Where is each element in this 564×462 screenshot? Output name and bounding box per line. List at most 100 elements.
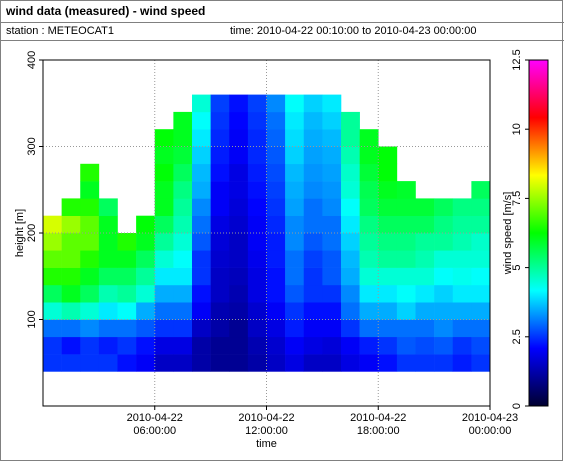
cell <box>303 233 323 251</box>
cell <box>192 111 211 130</box>
cell <box>266 129 286 147</box>
cell <box>341 215 360 234</box>
cell <box>247 302 267 320</box>
cell <box>80 267 100 286</box>
cell <box>247 319 267 338</box>
cell <box>247 146 267 165</box>
cell <box>359 336 379 355</box>
cell <box>303 129 323 147</box>
cell <box>471 302 491 320</box>
cell <box>378 319 398 338</box>
cell <box>173 129 193 147</box>
cell <box>210 215 230 234</box>
cell <box>80 233 100 251</box>
cell <box>229 129 249 147</box>
cell <box>247 267 267 286</box>
cell <box>378 198 398 216</box>
cell <box>229 94 249 113</box>
cell <box>247 336 267 355</box>
cell <box>173 336 193 355</box>
cell <box>415 267 435 286</box>
cell <box>452 319 472 338</box>
cell <box>322 319 342 338</box>
cell <box>192 163 211 182</box>
cell <box>359 146 379 165</box>
cell <box>61 267 81 286</box>
cell <box>322 146 342 165</box>
cell <box>43 215 62 234</box>
y-tick-label: 200 <box>26 224 38 242</box>
cell <box>192 336 211 355</box>
cell <box>136 250 156 268</box>
cell <box>210 198 230 216</box>
cell <box>229 111 249 130</box>
cell <box>396 284 416 303</box>
cell <box>452 284 472 303</box>
cell <box>136 354 156 372</box>
y-tick-label: 400 <box>26 51 38 69</box>
cell <box>80 163 100 182</box>
cell <box>247 163 267 182</box>
cell <box>61 319 81 338</box>
cell <box>285 233 305 251</box>
cell <box>471 336 491 355</box>
cell <box>452 250 472 268</box>
cell <box>98 354 118 372</box>
cell <box>192 354 211 372</box>
cell <box>154 129 174 147</box>
cell <box>210 111 230 130</box>
cell <box>285 267 305 286</box>
cell <box>452 302 472 320</box>
cell <box>192 267 211 286</box>
cell <box>471 267 491 286</box>
cell <box>61 302 81 320</box>
cell <box>452 267 472 286</box>
cell <box>154 146 174 165</box>
cell <box>229 250 249 268</box>
cell <box>154 198 174 216</box>
cell <box>359 181 379 199</box>
cell <box>303 319 323 338</box>
cell <box>434 319 454 338</box>
cell <box>434 233 454 251</box>
cell <box>322 111 342 130</box>
cell <box>303 163 323 182</box>
x-axis-label: time <box>256 438 277 450</box>
cell <box>192 233 211 251</box>
cell <box>210 146 230 165</box>
cell <box>266 354 286 372</box>
cell <box>266 94 286 113</box>
cell <box>378 233 398 251</box>
cell <box>117 336 137 355</box>
colorbar-tick-label: 10 <box>511 123 523 135</box>
cell <box>61 233 81 251</box>
cell <box>396 181 416 199</box>
cell <box>285 319 305 338</box>
cell <box>341 129 360 147</box>
cell <box>43 319 62 338</box>
colorbar-tick-label: 0 <box>511 403 523 409</box>
cell <box>210 354 230 372</box>
colorbar-tick-label: 5 <box>511 265 523 271</box>
cell <box>266 146 286 165</box>
cell <box>434 250 454 268</box>
time-range: time: 2010-04-22 00:10:00 to 2010-04-23 … <box>230 25 476 37</box>
cell <box>210 94 230 113</box>
cell <box>341 233 360 251</box>
cell <box>173 302 193 320</box>
cell <box>322 198 342 216</box>
cell <box>434 336 454 355</box>
cell <box>247 111 267 130</box>
cell <box>471 233 491 251</box>
cell <box>378 302 398 320</box>
cell <box>396 336 416 355</box>
cell <box>322 129 342 147</box>
cell <box>229 215 249 234</box>
cell <box>173 198 193 216</box>
cell <box>434 215 454 234</box>
cell <box>396 302 416 320</box>
cell <box>303 215 323 234</box>
cell <box>303 267 323 286</box>
cell <box>452 336 472 355</box>
